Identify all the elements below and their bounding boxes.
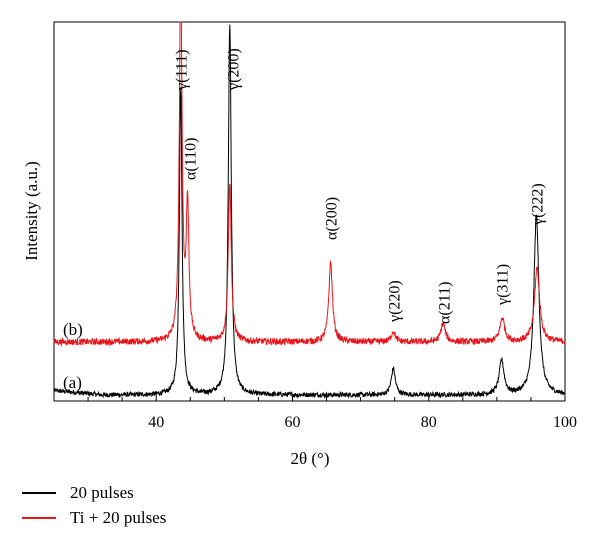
series-line [53, 24, 566, 399]
peak-annotation: γ(200) [226, 48, 243, 91]
legend: 20 pulses Ti + 20 pulses [22, 480, 166, 530]
axes [53, 21, 566, 402]
peak-annotations: γ(111) γ(200) α(110) α(200) γ(220) α(211) γ(31… [174, 48, 547, 324]
series-labels: (a) (b) [63, 320, 83, 392]
legend-label: 20 pulses [70, 483, 134, 502]
x-tick-label: 100 [553, 414, 577, 431]
series-label: (a) [63, 373, 82, 392]
x-tick-label: 80 [421, 414, 437, 431]
series-line [53, 21, 566, 347]
peak-annotation: γ(111) [174, 49, 191, 91]
peak-annotation: γ(220) [386, 280, 403, 323]
peak-annotation: α(200) [324, 197, 341, 240]
y-axis-label: Intensity (a.u.) [22, 161, 41, 261]
peak-annotation: γ(311) [495, 264, 512, 306]
x-axis-label: 2θ (°) [290, 449, 329, 468]
peak-annotation: α(110) [183, 138, 200, 180]
legend-label: Ti + 20 pulses [70, 508, 167, 527]
x-tick-label: 60 [284, 414, 300, 431]
legend-swatch [22, 516, 56, 519]
x-tick-label: 40 [148, 414, 164, 431]
series-lines [53, 21, 566, 399]
legend-item: Ti + 20 pulses [22, 505, 166, 530]
x-ticks: 40 60 80 100 [87, 394, 577, 431]
legend-swatch [22, 491, 56, 494]
peak-annotation: α(211) [437, 282, 454, 324]
peak-annotation: γ(222) [529, 183, 546, 226]
plot-frame [53, 21, 566, 402]
legend-item: 20 pulses [22, 480, 166, 505]
series-label: (b) [63, 320, 83, 339]
